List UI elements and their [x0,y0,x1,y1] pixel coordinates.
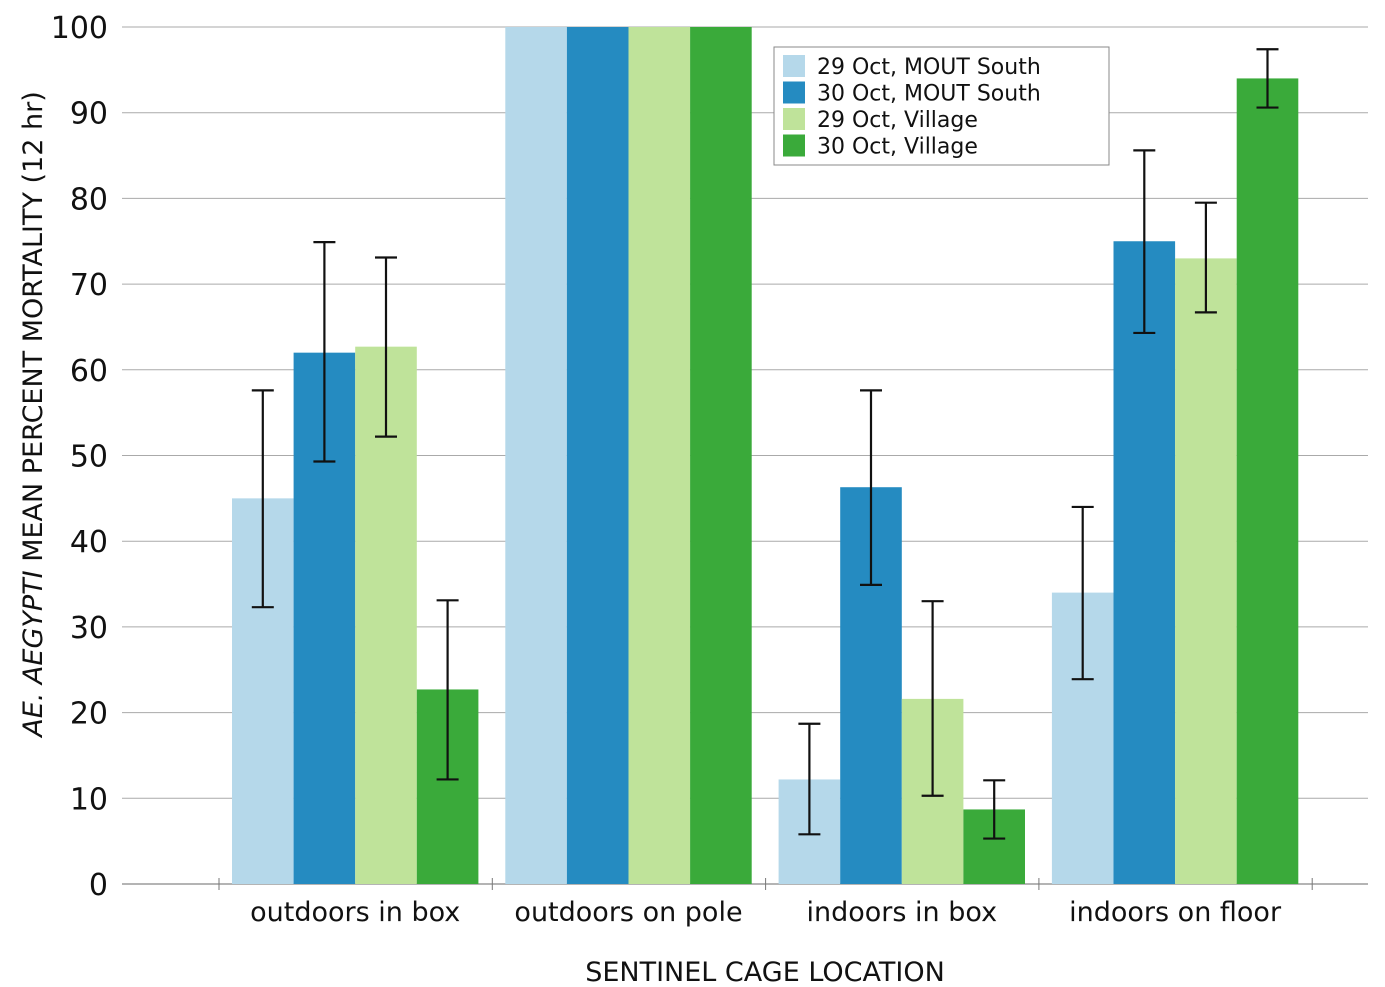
legend-swatch [783,108,805,130]
legend-label: 30 Oct, Village [817,135,978,160]
y-tick-label: 90 [70,97,108,132]
y-tick-label: 50 [70,440,108,475]
legend-label: 29 Oct, MOUT South [817,55,1041,80]
bar [566,27,629,884]
y-tick-label: 0 [89,868,108,903]
legend-swatch [783,81,805,104]
y-tick-label: 10 [70,782,108,817]
legend-box [773,46,1110,166]
bar [1175,258,1237,884]
bar [1113,241,1176,884]
x-tick-label: indoors on floor [1069,897,1282,928]
y-tick-label: 60 [70,354,108,389]
y-tick-label: 100 [51,11,108,46]
y-tick-label: 30 [70,611,108,646]
legend-label: 30 Oct, MOUT South [817,82,1041,107]
y-tick-label: 40 [70,525,108,560]
y-axis-title-rest: MEAN PERCENT MORTALITY (12 hr) [18,91,49,570]
legend-label: 29 Oct, Village [817,108,978,133]
bar [505,27,567,884]
x-tick-label: outdoors in box [250,897,460,928]
bars [232,27,1299,885]
y-axis-title-italic: AE. AEGYPTI [18,570,49,738]
bar [1236,78,1299,885]
y-tick-label: 80 [70,182,108,217]
legend-swatch [783,134,805,157]
y-tick-label: 20 [70,697,108,732]
legend-swatch [783,55,805,77]
x-axis-title: SENTINEL CAGE LOCATION [585,957,945,987]
x-tick-label: indoors in box [807,897,998,928]
bar [628,27,691,884]
y-tick-label: 70 [70,268,108,303]
error-bars [251,48,1279,840]
x-tick-label: outdoors on pole [514,897,742,928]
bar [690,27,752,884]
y-axis-title: AE. AEGYPTI MEAN PERCENT MORTALITY (12 h… [18,91,49,739]
axes: 0 10 20 30 40 50 60 70 80 90 100 outdoors in box out… [51,11,1313,928]
